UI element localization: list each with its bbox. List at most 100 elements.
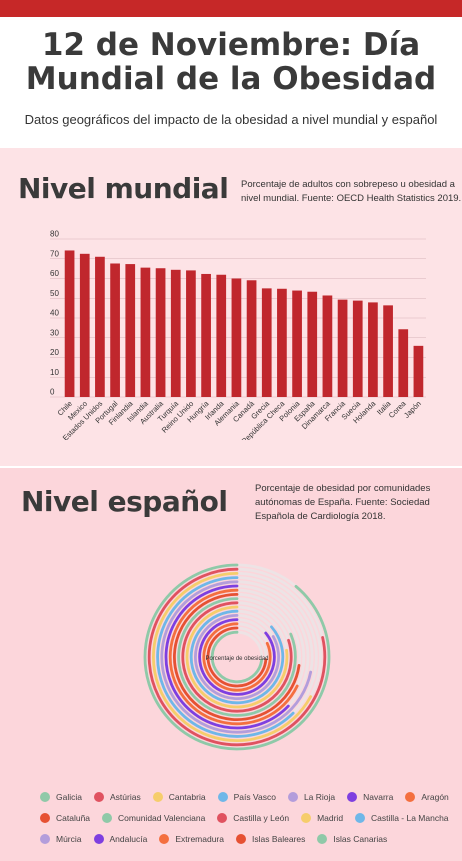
legend-item: Castilla y León [217, 812, 289, 823]
bar [246, 280, 257, 397]
spain-section [0, 468, 462, 861]
legend-swatch [93, 791, 104, 802]
radial-arc [210, 630, 263, 684]
radial-arc [160, 580, 313, 734]
bar [413, 345, 424, 397]
radial-arc [164, 584, 290, 730]
x-tick-label: Japón [402, 399, 423, 420]
legend-swatch [217, 791, 228, 802]
radial-arc [147, 567, 327, 747]
legend-swatch [159, 833, 170, 844]
legend-swatch [93, 833, 104, 844]
legend-swatch [152, 791, 163, 802]
legend-label: Extremadura [175, 833, 224, 844]
legend-swatch [40, 791, 50, 802]
bar [322, 295, 333, 397]
bar [79, 253, 90, 397]
y-tick-label: 40 [50, 309, 59, 318]
bar [337, 299, 348, 397]
legend-item: Castilla - La Mancha [355, 812, 449, 823]
legend-label: Galicia [56, 791, 82, 802]
y-tick-label: 0 [50, 388, 55, 397]
y-tick-label: 80 [50, 230, 59, 239]
y-tick-label: 50 [50, 289, 59, 298]
bar [201, 273, 211, 397]
legend-swatch [317, 833, 328, 844]
legend-item: Cataluña [40, 812, 91, 823]
page-subtitle: Datos geográficos del impacto de la obes… [24, 112, 438, 127]
world-note: Porcentaje de adultos con sobrepeso u ob… [241, 178, 461, 206]
bar [368, 302, 378, 397]
bar [307, 291, 318, 397]
world-note-line-2: nivel mundial. Fuente: OECD Health Stati… [241, 193, 462, 204]
legend-swatch [217, 812, 228, 823]
legend-item: Astúrias [93, 791, 141, 802]
radial-arc [181, 601, 293, 713]
legend-swatch [301, 812, 312, 823]
radial-arc [143, 563, 331, 751]
spain-note-line-2: autónomas de España. Fuente: Sociedad [255, 497, 430, 508]
bar [383, 305, 393, 397]
legend-label: Andalucía [109, 833, 148, 844]
radial-arc [177, 597, 297, 717]
legend-label: Astúrias [109, 791, 141, 802]
radial-arc [156, 576, 295, 738]
bar [125, 264, 136, 397]
spain-legend: Galicia Astúrias Cantabria País Vasco La Rio… [40, 786, 449, 849]
legend-swatch [40, 833, 50, 844]
spain-radial-chart: Porcentaje de obesidad [143, 563, 331, 751]
legend-label: Múrcia [56, 833, 82, 844]
legend-item: Cantabria [152, 791, 206, 802]
legend-swatch [355, 812, 366, 823]
legend-label: País Vasco [233, 791, 276, 802]
legend-swatch [405, 791, 416, 802]
legend-swatch [40, 812, 50, 823]
y-tick-label: 10 [50, 368, 59, 377]
spain-note: Porcentaje de obesidad por comunidades a… [255, 482, 430, 524]
legend-swatch [287, 791, 298, 802]
spain-note-line-1: Porcentaje de obesidad por comunidades [255, 483, 431, 494]
bar [95, 256, 105, 397]
legend-item: La Rioja [287, 791, 336, 802]
bar [64, 250, 75, 397]
legend-item: Islas Canarias [317, 833, 387, 844]
legend-label: Comunidad Valenciana [118, 812, 206, 823]
legend-item: Islas Baleares [236, 833, 305, 844]
bar [352, 300, 363, 397]
legend-item: País Vasco [217, 791, 276, 802]
page-title: 12 de Noviembre: Día Mundial de la Obesi… [0, 28, 462, 96]
world-note-line-1: Porcentaje de adultos con sobrepeso u ob… [241, 179, 455, 190]
y-tick-label: 70 [50, 249, 59, 258]
legend-item: Comunidad Valenciana [102, 812, 206, 823]
legend-label: Cataluña [56, 812, 91, 823]
radial-arc [173, 593, 301, 721]
bar [261, 288, 272, 397]
legend-item: Múrcia [40, 833, 82, 844]
y-tick-label: 30 [50, 328, 59, 337]
radial-arc [189, 609, 285, 705]
legend-row: Múrcia Andalucía Extremadura Islas Baleares… [40, 828, 440, 849]
bar [231, 278, 242, 397]
legend-swatch [236, 833, 246, 844]
bar [155, 268, 166, 397]
y-tick-label: 20 [50, 348, 59, 357]
legend-label: Madrid [317, 812, 344, 823]
radial-arc [152, 572, 313, 742]
radial-arc [194, 614, 280, 700]
radial-arc [202, 622, 272, 692]
legend-label: La Rioja [303, 791, 336, 802]
world-heading: Nivel mundial [18, 172, 229, 205]
bar [292, 290, 302, 397]
bar [398, 329, 409, 397]
title-line-1: 12 de Noviembre: Día [41, 27, 421, 63]
legend-item: Extremadura [159, 833, 224, 844]
legend-item: Galicia [40, 791, 82, 802]
spain-note-line-3: Española de Cardiología 2018. [255, 511, 386, 522]
radial-arc [185, 605, 289, 709]
radial-arc [198, 618, 276, 696]
legend-swatch [102, 812, 113, 823]
legend-label: Aragón [421, 791, 449, 802]
legend-swatch [347, 791, 358, 802]
legend-item: Aragón [405, 791, 449, 802]
